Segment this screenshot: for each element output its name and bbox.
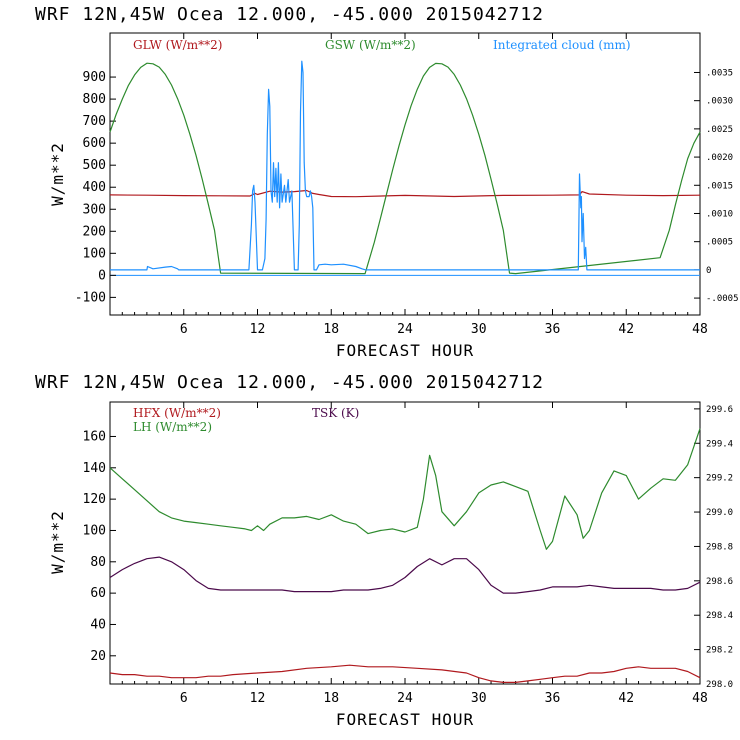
y-tick-label: 20 [90, 649, 106, 664]
chart-2: WRF 12N,45W Ocea 12.000, -45.000 2015042… [35, 372, 733, 729]
right-tick-label: 298.8 [706, 542, 733, 552]
chart-1-xlabel: FORECAST HOUR [336, 341, 474, 360]
chart-1-frame [109, 32, 701, 316]
series-line-glw [109, 189, 701, 198]
y-tick-label: 120 [83, 492, 106, 507]
right-tick-label: 299.6 [706, 405, 733, 415]
legend-integrated-cloud: Integrated cloud (mm) [493, 38, 631, 52]
y-tick-label: 800 [83, 92, 106, 107]
right-tick-label: .0030 [706, 97, 733, 107]
right-tick-label: .0005 [706, 238, 733, 248]
x-tick-label: 18 [323, 322, 339, 337]
right-tick-label: 298.0 [706, 680, 733, 690]
chart-2-ylabel: W/m**2 [48, 510, 67, 574]
x-tick-label: 6 [180, 322, 188, 337]
x-tick-label: 42 [618, 691, 634, 706]
right-tick-label: 298.4 [706, 611, 733, 621]
y-tick-label: 160 [83, 429, 106, 444]
y-tick-label: 100 [83, 523, 106, 538]
chart-2-xlabel: FORECAST HOUR [336, 710, 474, 729]
right-tick-label: 298.6 [706, 577, 733, 587]
y-tick-label: 40 [90, 617, 106, 632]
x-tick-label: 36 [545, 691, 561, 706]
legend-glw: GLW (W/m**2) [133, 38, 222, 52]
right-tick-label: .0020 [706, 153, 733, 163]
y-tick-label: 500 [83, 158, 106, 173]
chart-1-ylabel: W/m**2 [48, 142, 67, 206]
x-tick-label: 48 [692, 322, 708, 337]
x-tick-label: 18 [323, 691, 339, 706]
y-tick-label: 80 [90, 555, 106, 570]
series-line-tsk [109, 556, 701, 594]
right-tick-label: .0010 [706, 209, 733, 219]
y-tick-label: 0 [98, 268, 106, 283]
x-tick-label: 48 [692, 691, 708, 706]
legend-lh: LH (W/m**2) [133, 420, 212, 434]
right-tick-label: .0035 [706, 68, 733, 78]
x-tick-label: 36 [545, 322, 561, 337]
y-tick-label: 60 [90, 586, 106, 601]
series-line-lh [109, 428, 701, 550]
series-line-hfx [109, 664, 701, 684]
chart-2-header: WRF 12N,45W Ocea 12.000, -45.000 2015042… [35, 372, 544, 393]
x-tick-label: 6 [180, 691, 188, 706]
right-tick-label: 0 [706, 266, 711, 276]
chart-2-frame [109, 401, 701, 685]
x-tick-label: 24 [397, 691, 413, 706]
right-tick-label: -.0005 [706, 294, 739, 304]
y-tick-label: -100 [75, 290, 106, 305]
y-tick-label: 400 [83, 180, 106, 195]
series-line-gsw [109, 62, 701, 275]
right-tick-label: 299.2 [706, 474, 733, 484]
right-tick-label: 299.4 [706, 439, 733, 449]
y-tick-label: 300 [83, 202, 106, 217]
y-tick-label: 100 [83, 246, 106, 261]
y-tick-label: 200 [83, 224, 106, 239]
x-tick-label: 42 [618, 322, 634, 337]
series-line-integrated [110, 60, 700, 271]
y-tick-label: 700 [83, 114, 106, 129]
right-tick-label: .0015 [706, 181, 733, 191]
x-tick-label: 12 [250, 322, 266, 337]
chart-1: WRF 12N,45W Ocea 12.000, -45.000 2015042… [35, 4, 739, 360]
legend-gsw: GSW (W/m**2) [325, 38, 416, 52]
x-tick-label: 30 [471, 691, 487, 706]
y-tick-label: 900 [83, 70, 106, 85]
x-tick-label: 12 [250, 691, 266, 706]
legend-tsk: TSK (K) [312, 406, 359, 420]
chart-1-header: WRF 12N,45W Ocea 12.000, -45.000 2015042… [35, 4, 544, 25]
x-tick-label: 30 [471, 322, 487, 337]
y-tick-label: 600 [83, 136, 106, 151]
right-tick-label: 298.2 [706, 646, 733, 656]
legend-hfx: HFX (W/m**2) [133, 406, 221, 420]
y-tick-label: 140 [83, 461, 106, 476]
x-tick-label: 24 [397, 322, 413, 337]
right-tick-label: 299.0 [706, 508, 733, 518]
right-tick-label: .0025 [706, 125, 733, 135]
